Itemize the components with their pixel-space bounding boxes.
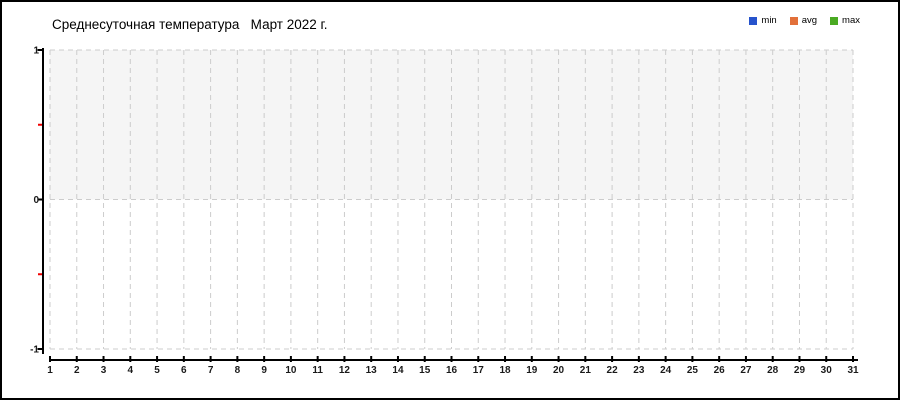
- y-tick-label: 0: [33, 195, 39, 206]
- x-tick-label: 15: [419, 365, 431, 376]
- y-tick-label: 1: [33, 46, 39, 57]
- x-tick-label: 2: [74, 365, 80, 376]
- x-tick-label: 7: [208, 365, 214, 376]
- x-tick-label: 18: [499, 365, 511, 376]
- x-tick-label: 31: [847, 365, 859, 376]
- x-tick-label: 5: [154, 365, 160, 376]
- x-tick-label: 16: [446, 365, 458, 376]
- legend-item-avg[interactable]: avg: [789, 15, 818, 26]
- x-tick-label: 29: [794, 365, 806, 376]
- x-tick-label: 6: [181, 365, 187, 376]
- legend: min avg max: [749, 16, 860, 26]
- x-tick-label: 10: [285, 365, 297, 376]
- legend-swatch-min-icon: [749, 16, 758, 25]
- y-tick-label: -1: [30, 345, 39, 356]
- x-tick-label: 8: [235, 365, 241, 376]
- x-tick-label: 17: [473, 365, 485, 376]
- legend-item-max[interactable]: max: [830, 16, 860, 26]
- x-tick-label: 13: [366, 365, 378, 376]
- x-tick-label: 4: [128, 365, 134, 376]
- x-tick-label: 11: [312, 365, 323, 376]
- x-tick-label: 1: [47, 365, 53, 376]
- legend-swatch-max-icon: [830, 16, 839, 25]
- x-tick-label: 27: [740, 365, 752, 376]
- x-tick-label: 28: [767, 365, 779, 376]
- x-tick-label: 14: [392, 365, 404, 376]
- x-tick-label: 25: [687, 365, 699, 376]
- legend-label-avg: avg: [801, 15, 818, 26]
- x-tick-label: 19: [526, 365, 538, 376]
- x-tick-label: 3: [101, 365, 107, 376]
- x-tick-label: 9: [261, 365, 267, 376]
- legend-swatch-avg-icon: [789, 16, 798, 25]
- x-tick-label: 12: [339, 365, 351, 376]
- x-tick-label: 20: [553, 365, 565, 376]
- x-tick-label: 21: [580, 365, 592, 376]
- x-tick-label: 22: [607, 365, 619, 376]
- chart-title: Среднесуточная температура Март 2022 г.: [52, 17, 328, 32]
- legend-label-min: min: [761, 15, 777, 26]
- x-tick-label: 24: [660, 365, 672, 376]
- x-tick-label: 26: [714, 365, 726, 376]
- x-tick-label: 23: [633, 365, 645, 376]
- legend-label-max: max: [842, 15, 860, 26]
- legend-item-min[interactable]: min: [749, 15, 777, 26]
- x-tick-label: 30: [821, 365, 833, 376]
